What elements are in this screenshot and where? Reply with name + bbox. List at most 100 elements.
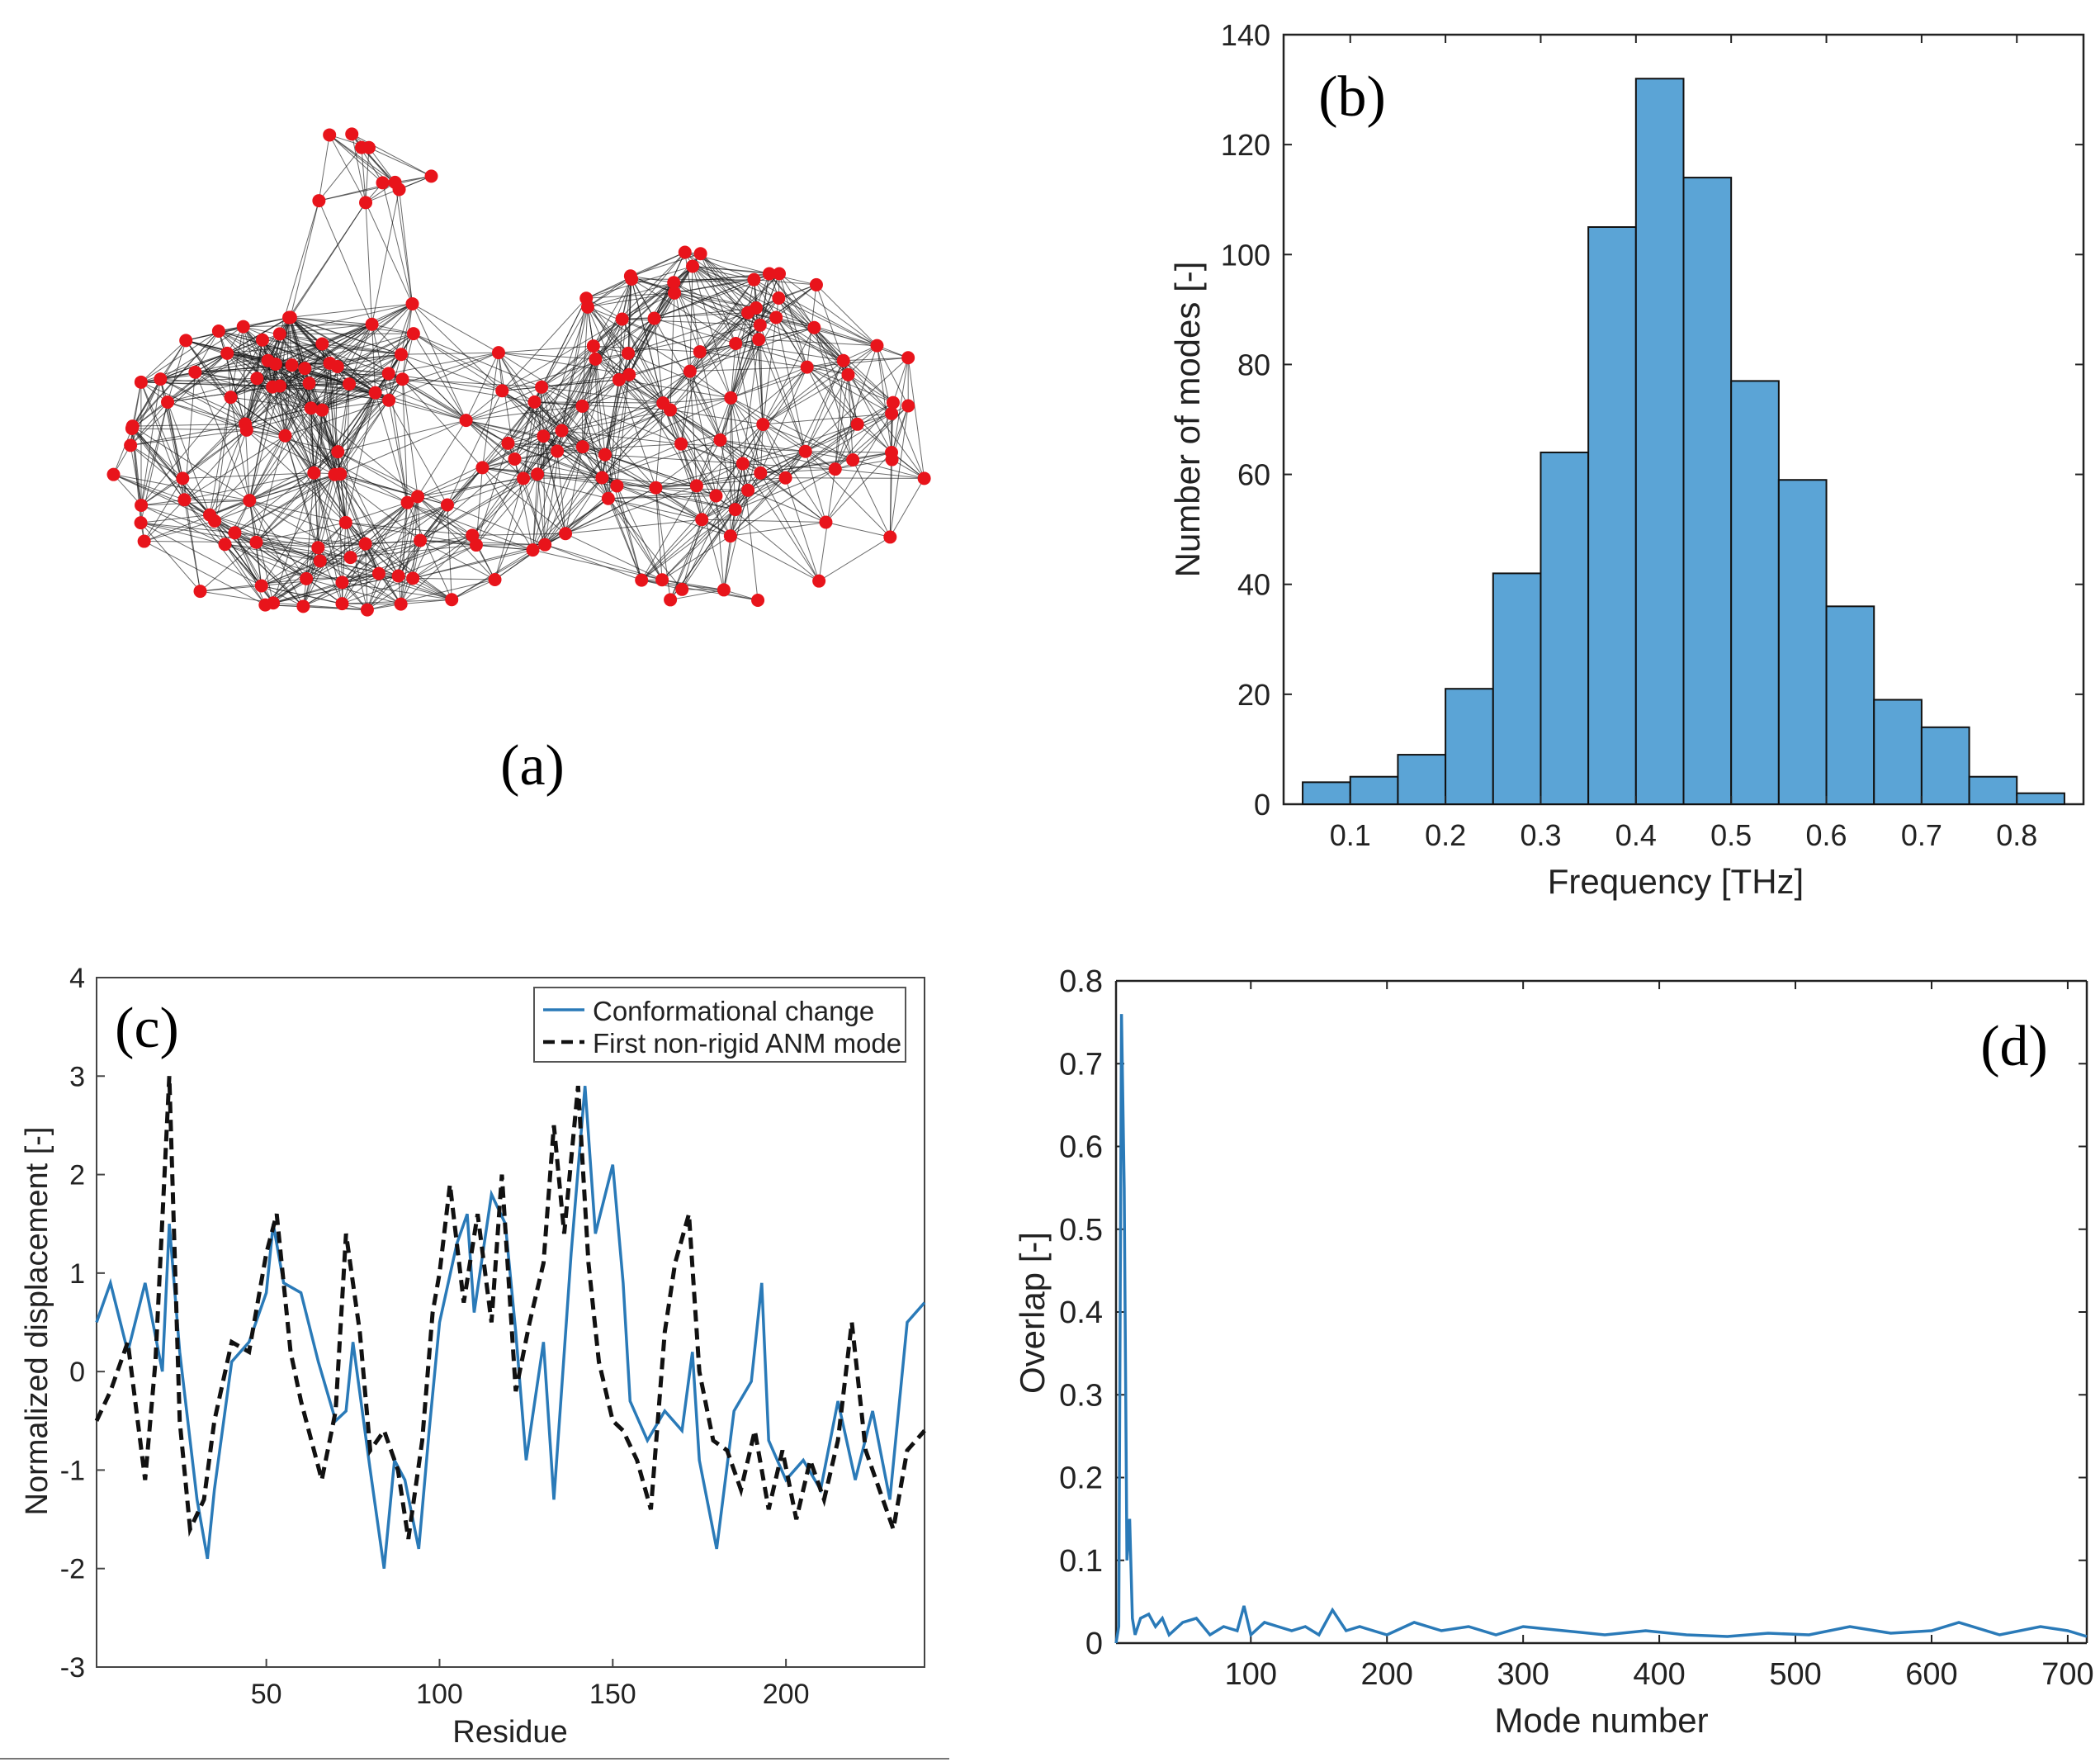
network-node xyxy=(635,573,649,587)
network-edge xyxy=(447,467,483,505)
x-tick-label: 0.2 xyxy=(1425,818,1466,852)
histogram-bar xyxy=(1397,754,1447,805)
network-edge xyxy=(140,477,183,506)
network-edge xyxy=(778,273,815,329)
network-edge xyxy=(689,371,749,490)
network-node xyxy=(343,551,357,565)
network-edge xyxy=(113,474,142,506)
network-edge xyxy=(544,446,584,545)
network-edge xyxy=(534,401,566,534)
network-edge xyxy=(669,410,731,537)
network-edge xyxy=(140,522,225,545)
network-nodes xyxy=(106,127,931,617)
network-edge xyxy=(184,435,286,500)
network-edge xyxy=(318,147,362,201)
network-edge xyxy=(593,345,620,381)
network-edge xyxy=(482,467,566,534)
network-edge xyxy=(835,374,849,470)
network-edge xyxy=(182,478,210,515)
network-edge xyxy=(814,327,909,358)
network-edge xyxy=(759,273,770,325)
network-edge xyxy=(498,352,596,360)
network-edge xyxy=(200,578,307,592)
histogram-bar xyxy=(2016,792,2065,806)
network-node xyxy=(756,418,770,432)
network-edge xyxy=(371,324,390,400)
network-node xyxy=(469,538,483,552)
network-node xyxy=(695,513,709,527)
network-edge xyxy=(345,522,473,536)
network-edge xyxy=(669,324,761,410)
network-edge xyxy=(272,575,399,604)
network-edge xyxy=(763,424,806,452)
network-node xyxy=(612,372,626,386)
network-edge xyxy=(622,319,682,444)
network-edge xyxy=(342,543,367,604)
network-edge xyxy=(348,378,403,385)
network-edge xyxy=(759,324,844,362)
network-edge xyxy=(475,544,533,551)
network-edge xyxy=(565,485,698,534)
network-node xyxy=(315,337,329,351)
network-edge xyxy=(595,358,682,444)
y-axis-label-c: Normalized displacement [-] xyxy=(20,1127,54,1516)
network-edge xyxy=(466,390,503,421)
y-tick-label: 0 xyxy=(1085,1627,1103,1661)
network-edge xyxy=(835,452,892,470)
network-edge xyxy=(113,428,133,475)
network-edge xyxy=(889,459,893,538)
network-edge xyxy=(494,478,524,580)
x-ticks-c: 50 100 150 200 xyxy=(251,1659,810,1710)
network-edge xyxy=(413,333,542,388)
network-edge xyxy=(681,443,806,452)
network-edge xyxy=(785,360,844,478)
network-node xyxy=(526,543,540,557)
network-edge xyxy=(400,352,499,355)
network-node xyxy=(371,566,385,580)
network-edge xyxy=(608,498,642,580)
network-node xyxy=(392,182,406,197)
network-edge xyxy=(617,485,702,520)
y-tick-label: 0.6 xyxy=(1059,1130,1103,1165)
network-node xyxy=(762,267,776,281)
network-edge xyxy=(602,477,735,510)
network-edge xyxy=(256,542,366,545)
network-edge xyxy=(655,439,721,489)
network-edge xyxy=(582,371,691,407)
network-node xyxy=(134,375,148,389)
network-node xyxy=(395,372,409,386)
network-node xyxy=(841,367,855,381)
network-edge xyxy=(582,405,682,445)
y-ticks-d: 0 0.1 0.2 0.3 0.4 0.5 0.6 0.7 0.8 xyxy=(1059,964,2087,1661)
network-edge xyxy=(719,324,761,441)
network-edge xyxy=(680,443,786,479)
network-node xyxy=(405,296,419,310)
network-edge xyxy=(608,498,702,520)
network-edge xyxy=(627,276,631,353)
network-edge xyxy=(256,542,351,558)
network-edge xyxy=(594,319,623,360)
network-edge xyxy=(720,367,807,441)
network-node xyxy=(360,603,374,617)
network-edge xyxy=(835,468,925,479)
network-edge xyxy=(759,284,817,326)
network-node xyxy=(538,538,552,552)
network-edge xyxy=(249,500,366,545)
network-node xyxy=(598,448,612,462)
network-edge xyxy=(140,514,210,523)
network-edge xyxy=(758,339,806,452)
network-edge xyxy=(413,333,467,421)
network-edge xyxy=(466,386,542,421)
network-edge xyxy=(835,424,858,470)
network-node xyxy=(358,537,372,551)
network-edge xyxy=(412,544,477,579)
network-edge xyxy=(701,451,806,520)
network-node xyxy=(531,467,545,481)
network-edge xyxy=(413,333,503,391)
network-edge xyxy=(654,318,664,404)
network-edge xyxy=(412,303,503,391)
network-edge xyxy=(907,358,925,479)
network-edge xyxy=(586,265,693,299)
network-edge xyxy=(892,358,909,403)
